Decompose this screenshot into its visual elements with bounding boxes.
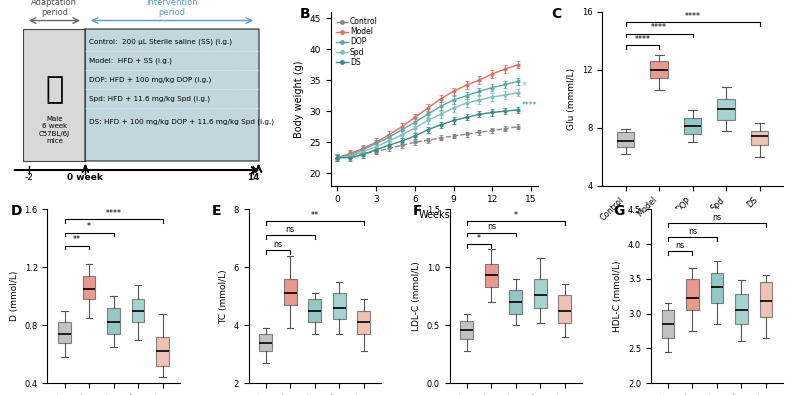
PathPatch shape <box>485 264 498 287</box>
PathPatch shape <box>751 131 768 145</box>
Text: F: F <box>413 204 422 218</box>
Text: Spd: HFD + 11.6 mg/kg Spd (i.g.): Spd: HFD + 11.6 mg/kg Spd (i.g.) <box>89 96 210 102</box>
PathPatch shape <box>358 311 370 334</box>
Text: ns: ns <box>274 239 282 248</box>
Y-axis label: LDL-C (mmol/L): LDL-C (mmol/L) <box>412 261 422 331</box>
PathPatch shape <box>108 308 120 334</box>
Text: Male
6 week
C57BL/6J
mice: Male 6 week C57BL/6J mice <box>39 116 70 144</box>
Text: ****: **** <box>651 23 667 32</box>
PathPatch shape <box>534 279 547 308</box>
Text: 14: 14 <box>247 173 259 182</box>
Text: G: G <box>614 204 625 218</box>
PathPatch shape <box>661 310 674 338</box>
Text: ns: ns <box>713 213 721 222</box>
Text: **: ** <box>311 211 319 220</box>
Text: 🐁: 🐁 <box>45 75 63 105</box>
Y-axis label: TC (mmol/L): TC (mmol/L) <box>219 269 228 324</box>
Text: DOP: HFD + 100 mg/kg DOP (i.g.): DOP: HFD + 100 mg/kg DOP (i.g.) <box>89 76 211 83</box>
Text: ****: **** <box>634 35 650 44</box>
Bar <box>24 29 85 161</box>
Text: D: D <box>10 204 22 218</box>
PathPatch shape <box>684 118 702 134</box>
Text: Model:  HFD + SS (i.g.): Model: HFD + SS (i.g.) <box>89 57 172 64</box>
PathPatch shape <box>686 279 698 310</box>
Y-axis label: Body weight (g): Body weight (g) <box>294 60 304 137</box>
PathPatch shape <box>333 293 346 320</box>
PathPatch shape <box>558 295 571 323</box>
Text: ns: ns <box>486 222 496 231</box>
PathPatch shape <box>759 282 772 317</box>
PathPatch shape <box>509 290 522 314</box>
PathPatch shape <box>83 276 96 299</box>
Text: *: * <box>514 211 518 220</box>
Y-axis label: Glu (mmml/L): Glu (mmml/L) <box>567 68 577 130</box>
PathPatch shape <box>284 279 297 305</box>
PathPatch shape <box>157 337 169 366</box>
Text: **: ** <box>73 235 81 244</box>
Text: ns: ns <box>688 227 697 236</box>
Legend: Control, Model, DOP, Spd, DS: Control, Model, DOP, Spd, DS <box>335 16 380 68</box>
Text: E: E <box>211 204 221 218</box>
PathPatch shape <box>132 299 145 322</box>
Text: B: B <box>300 7 311 21</box>
PathPatch shape <box>710 273 723 303</box>
PathPatch shape <box>308 299 321 322</box>
Text: Control:  200 μL Sterile saline (SS) (i.g.): Control: 200 μL Sterile saline (SS) (i.g… <box>89 38 233 45</box>
PathPatch shape <box>717 99 735 120</box>
Text: -2: -2 <box>25 173 33 182</box>
Text: ns: ns <box>676 241 685 250</box>
Y-axis label: D (mmol/L): D (mmol/L) <box>10 271 19 322</box>
PathPatch shape <box>460 321 473 339</box>
Text: ****: **** <box>685 11 701 21</box>
PathPatch shape <box>650 61 668 79</box>
Text: ****: **** <box>522 101 538 110</box>
Text: *: * <box>87 222 91 231</box>
Text: *: * <box>477 234 481 243</box>
PathPatch shape <box>735 294 747 324</box>
Text: *: * <box>522 81 527 91</box>
Text: 0 week: 0 week <box>67 173 104 182</box>
Text: Adaptation
period: Adaptation period <box>32 0 78 17</box>
Text: ns: ns <box>286 225 295 234</box>
PathPatch shape <box>59 322 71 342</box>
Bar <box>85 29 259 161</box>
Text: C: C <box>551 7 562 21</box>
PathPatch shape <box>259 334 272 351</box>
X-axis label: Weeks: Weeks <box>418 210 450 220</box>
Text: Intervention
period: Intervention period <box>146 0 198 17</box>
Text: ****: **** <box>106 209 122 218</box>
PathPatch shape <box>617 132 634 147</box>
Text: DS: HFD + 100 mg/kg DOP + 11.6 mg/kg Spd (i.g.): DS: HFD + 100 mg/kg DOP + 11.6 mg/kg Spd… <box>89 118 274 124</box>
Y-axis label: HDL-C (mmol/L): HDL-C (mmol/L) <box>613 260 623 332</box>
